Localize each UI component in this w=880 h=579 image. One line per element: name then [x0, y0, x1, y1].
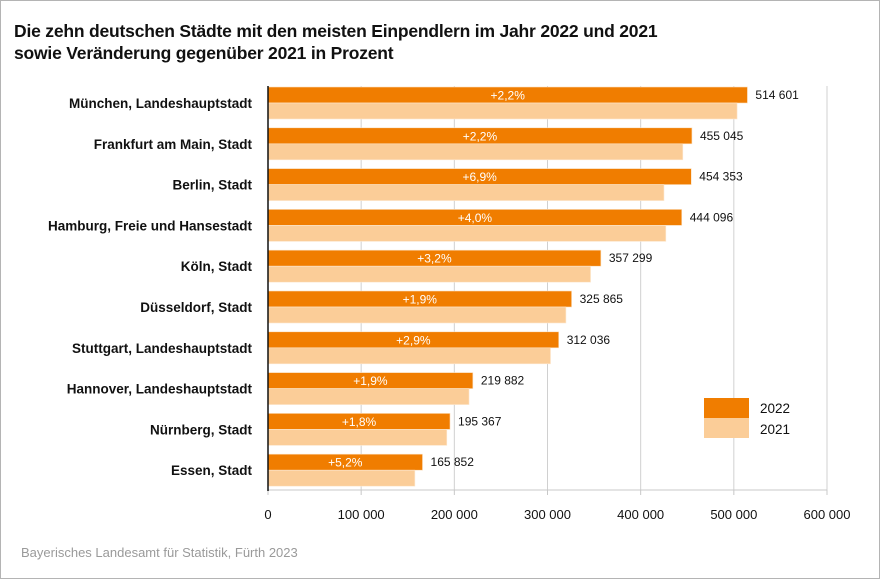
chart-title-line-1: Die zehn deutschen Städte mit den meiste… — [14, 21, 658, 41]
bar-2021 — [267, 469, 416, 487]
category-labels: München, Landeshauptstadt Frankfurt am Ma… — [48, 96, 253, 478]
bar-2021 — [267, 143, 684, 161]
legend-swatch-2021 — [704, 418, 749, 438]
category-label: Hannover, Landeshauptstadt — [67, 382, 253, 397]
value-label: 325 865 — [580, 292, 624, 306]
bar-2021 — [267, 225, 667, 242]
bar-2021 — [267, 347, 551, 365]
chart-title: Die zehn deutschen Städte mit den meiste… — [14, 20, 658, 64]
value-label: 312 036 — [567, 333, 611, 347]
bar-2021 — [267, 102, 738, 120]
category-label: Köln, Stadt — [181, 259, 253, 274]
chart-title-line-2: sowie Veränderung gegenüber 2021 in Proz… — [14, 43, 394, 63]
x-tick-label: 600 000 — [804, 507, 851, 522]
bar-2021 — [267, 388, 470, 405]
x-tick-label: 100 000 — [338, 507, 385, 522]
category-label: Berlin, Stadt — [172, 178, 252, 193]
value-label: 219 882 — [481, 374, 525, 388]
x-tick-label: 500 000 — [710, 507, 757, 522]
value-label: 454 353 — [699, 170, 743, 184]
category-label: Essen, Stadt — [171, 463, 253, 478]
x-tick-label: 0 — [264, 507, 271, 522]
x-axis: 0 100 000 200 000 300 000 400 000 500 000 600 … — [264, 86, 851, 522]
bar-2021 — [267, 306, 567, 324]
x-tick-label: 400 000 — [617, 507, 664, 522]
value-label: 514 601 — [755, 88, 799, 102]
bar-2021 — [267, 265, 591, 283]
legend-label-2022: 2022 — [760, 401, 790, 416]
x-tick-label: 200 000 — [431, 507, 478, 522]
category-label: Hamburg, Freie und Hansestadt — [48, 218, 253, 233]
value-label: 444 096 — [690, 210, 734, 224]
value-label: 357 299 — [609, 251, 653, 265]
value-label: 165 852 — [431, 455, 475, 469]
category-label: Nürnberg, Stadt — [150, 422, 253, 437]
value-label: 455 045 — [700, 129, 744, 143]
change-label: +2,9% — [396, 333, 431, 347]
change-label: +1,9% — [403, 293, 438, 307]
change-label: +3,2% — [417, 252, 452, 266]
change-label: +2,2% — [491, 89, 526, 103]
change-label: +1,9% — [353, 374, 388, 388]
bars: +2,2% 514 601 +2,2% 455 045 +6,9% 454 353 +4,0… — [267, 86, 799, 487]
x-tick-label: 300 000 — [524, 507, 571, 522]
category-label: München, Landeshauptstadt — [69, 96, 253, 111]
legend-swatch-2022 — [704, 398, 749, 418]
source-note: Bayerisches Landesamt für Statistik, Für… — [21, 545, 298, 560]
legend: 2022 2021 — [704, 398, 790, 438]
bar-2021 — [267, 429, 448, 446]
bar-2021 — [267, 184, 665, 201]
change-label: +4,0% — [458, 211, 493, 225]
legend-label-2021: 2021 — [760, 422, 790, 437]
value-label: 195 367 — [458, 414, 502, 428]
change-label: +5,2% — [328, 456, 363, 470]
change-label: +6,9% — [462, 170, 497, 184]
change-label: +2,2% — [463, 129, 498, 143]
change-label: +1,8% — [342, 415, 377, 429]
category-label: Düsseldorf, Stadt — [140, 300, 252, 315]
category-label: Frankfurt am Main, Stadt — [94, 137, 253, 152]
category-label: Stuttgart, Landeshauptstadt — [72, 341, 253, 356]
